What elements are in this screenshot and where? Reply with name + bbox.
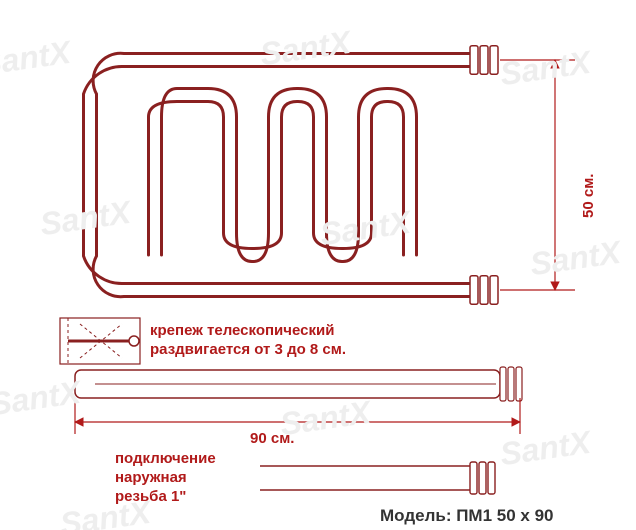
technical-drawing-svg — [0, 0, 636, 530]
radiator-front-view — [84, 46, 499, 305]
connection-detail — [260, 462, 495, 494]
mount-label: крепеж телескопическийраздвигается от 3 … — [150, 322, 346, 360]
radiator-side-view — [75, 367, 522, 401]
model-label: Модель: ПМ1 50 х 90 — [380, 505, 553, 526]
width-dimension-label: 90 см. — [250, 430, 294, 449]
connection-label: подключениенаружнаярезьба 1" — [115, 450, 216, 506]
diagram-root: { "canvas": { "width": 636, "height": 53… — [0, 0, 636, 530]
telescopic-mount — [60, 318, 140, 364]
height-dimension-label: 50 см. — [580, 174, 599, 218]
